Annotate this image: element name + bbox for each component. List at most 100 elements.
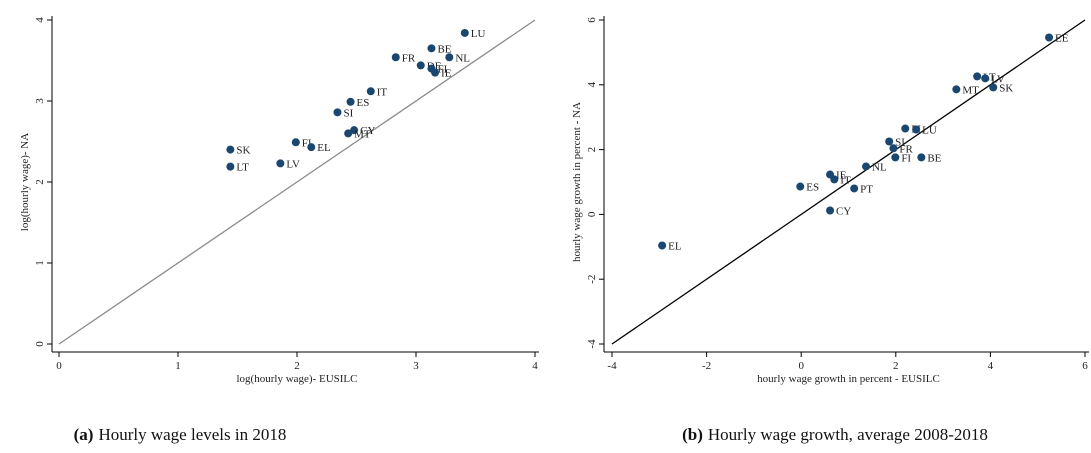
point-label: LT [236,162,249,174]
x-tick-label: 2 [893,360,899,372]
point-label: NL [872,161,887,173]
point [416,61,425,70]
point-label: IE [441,68,452,80]
point [989,83,998,92]
point-label: FI [437,64,447,76]
point [830,175,839,184]
point [431,68,440,77]
point-label: MT [354,128,371,140]
point-label: MT [962,84,979,96]
point [826,206,835,215]
point [226,162,235,171]
point-label: FR [402,52,416,64]
x-tick-label: 6 [1082,360,1088,372]
point-label: FI [302,137,312,149]
point-label: SK [236,145,250,157]
y-axis-label: log(hourly wage)- NA [19,133,31,231]
point-label: ES [357,97,370,109]
point-label: FI [901,152,911,164]
point-label: LV [286,158,300,170]
x-tick-label: -2 [702,360,711,372]
caption-label: (b) [682,425,703,444]
point-label: LV [991,73,1005,85]
point [307,143,316,152]
point [291,138,300,147]
x-tick-label: 2 [294,360,300,372]
point [350,126,359,135]
point-label: EL [317,142,331,154]
caption-text: Hourly wage levels in 2018 [98,425,286,444]
point [981,74,990,83]
point-label: NL [455,52,470,64]
point [346,97,355,106]
y-tick-label: 1 [34,260,46,266]
point [276,159,285,168]
point-label: IE [836,170,847,182]
point [862,162,871,171]
y-tick-label: -4 [586,339,598,349]
point [1045,33,1054,42]
point [850,184,859,193]
y-tick-label: 4 [34,17,46,23]
point [366,87,375,96]
point [427,44,436,53]
point [344,129,353,138]
y-tick-label: 0 [586,211,598,217]
x-tick-label: 0 [56,360,62,372]
point-label: BE [437,43,451,55]
x-tick-label: -4 [607,360,617,372]
point-label: IT [840,174,851,186]
point [891,153,900,162]
point-label: LU [471,28,486,40]
caption-label: (a) [74,425,94,444]
x-axis-label: hourly wage growth in percent - EUSILC [757,373,940,385]
point-label: IT [377,86,388,98]
point-label: FR [899,143,913,155]
point [973,72,982,81]
point [885,137,894,146]
point-label: SI [895,137,905,149]
diagonal-line [58,19,536,345]
point [952,85,961,94]
x-tick-label: 1 [175,360,181,372]
x-axis-label: log(hourly wage)- EUSILC [237,373,358,385]
point-label: SI [343,107,353,119]
caption-text: Hourly wage growth, average 2008-2018 [708,425,988,444]
diagonal-line [611,19,1086,345]
point-label: CY [836,206,851,218]
point-label: CY [360,125,375,137]
point [901,124,910,133]
point [917,153,926,162]
y-tick-label: -2 [586,275,598,284]
point [796,182,805,191]
x-tick-label: 4 [988,360,994,372]
y-tick-label: 2 [586,147,598,153]
point-label: ES [806,182,819,194]
y-tick-label: 6 [586,17,598,23]
point [445,53,454,62]
point-label: SK [999,82,1013,94]
x-tick-label: 3 [413,360,419,372]
point [226,145,235,154]
x-tick-label: 0 [798,360,804,372]
y-tick-label: 3 [34,98,46,104]
y-axis-label: hourly wage growth in percent - NA [571,102,583,262]
point [912,125,921,134]
point-label: BE [927,152,941,164]
point [460,28,469,37]
x-tick-label: 4 [532,360,538,372]
point [889,144,898,153]
caption: (b) Hourly wage growth, average 2008-2018 [682,425,988,444]
y-tick-label: 0 [34,341,46,347]
point [658,241,667,250]
point-label: EL [668,241,682,253]
point-label: PT [860,183,873,195]
caption: (a) Hourly wage levels in 2018 [74,425,287,444]
point-label: EE [1055,32,1069,44]
point [391,53,400,62]
y-tick-label: 2 [34,179,46,185]
point [333,108,342,117]
point-label: LU [922,125,937,137]
y-tick-label: 4 [586,82,598,88]
